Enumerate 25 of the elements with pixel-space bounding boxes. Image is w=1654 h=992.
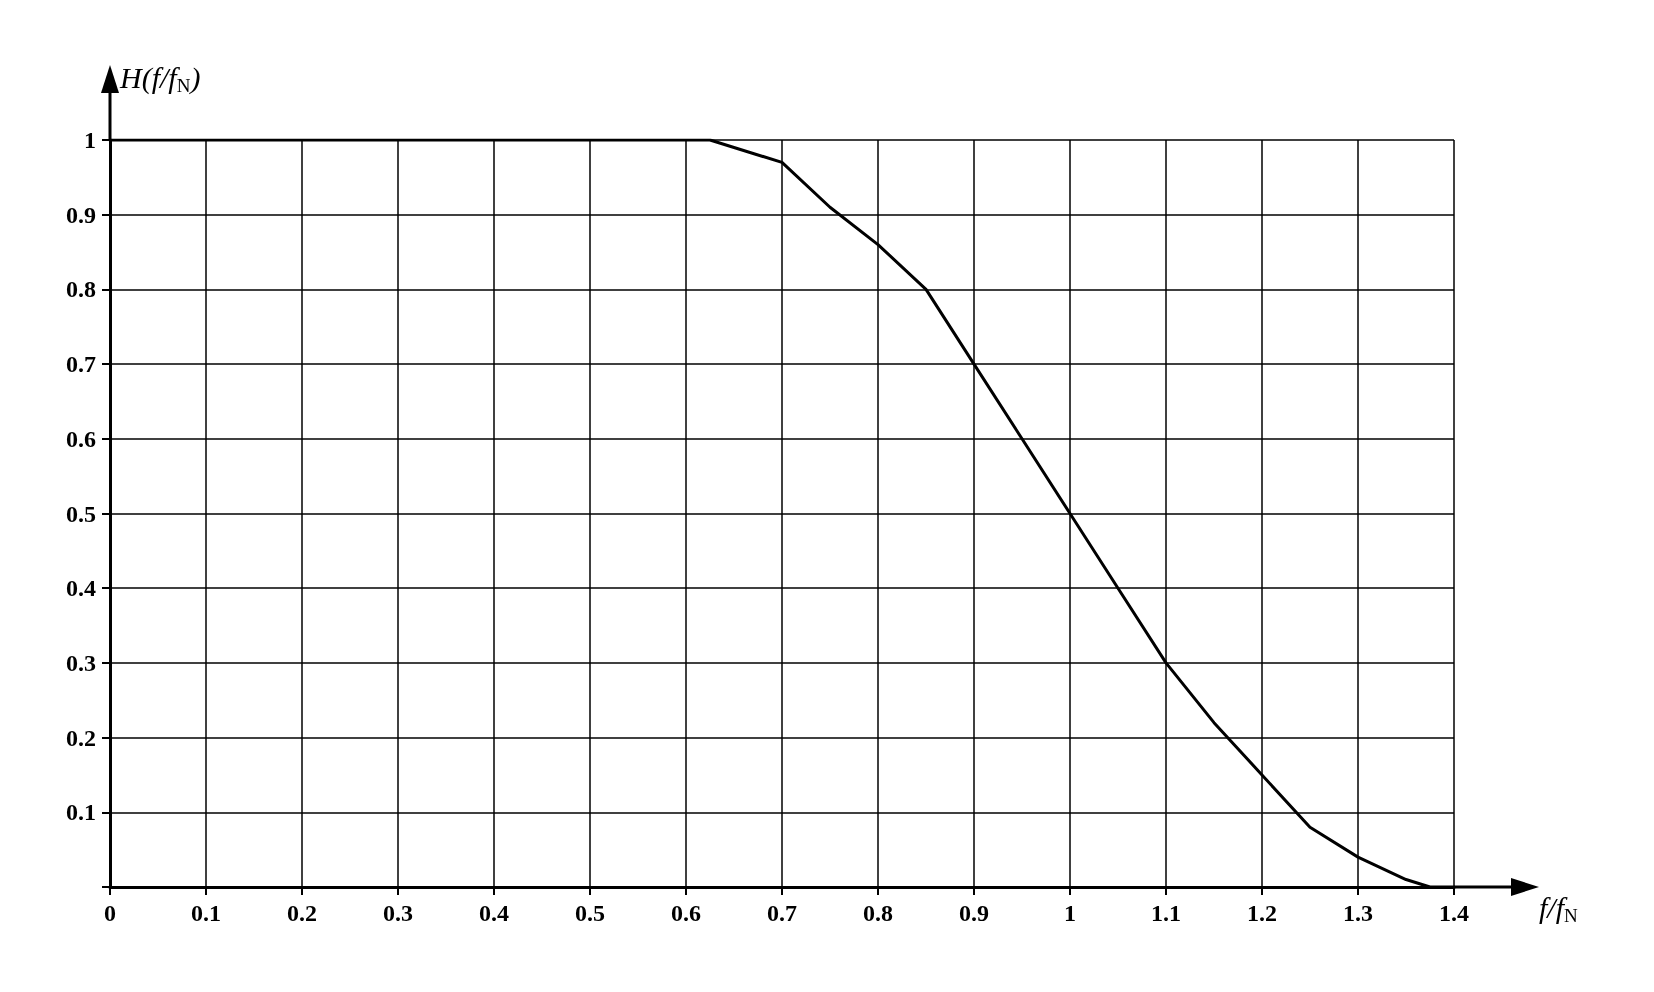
x-tick-label: 0.4 bbox=[479, 900, 509, 926]
y-tick-label: 0.3 bbox=[66, 649, 96, 676]
x-tick-label: 1.2 bbox=[1247, 900, 1277, 926]
x-tick-label: 1.3 bbox=[1343, 900, 1373, 926]
x-tick-label: 0.6 bbox=[671, 900, 701, 926]
y-tick-label: 0.2 bbox=[66, 724, 96, 751]
x-tick-label: 0.8 bbox=[863, 900, 893, 926]
x-tick-label: 0.3 bbox=[383, 900, 413, 926]
y-tick-label: 0.7 bbox=[66, 351, 96, 378]
y-tick-label: 0.8 bbox=[66, 276, 96, 303]
x-tick-label: 1.1 bbox=[1151, 900, 1181, 926]
y-tick-label: 0.5 bbox=[66, 500, 96, 527]
x-tick-label: 1.4 bbox=[1439, 900, 1469, 926]
x-tick-label: 0.2 bbox=[287, 900, 317, 926]
y-tick-label: 1 bbox=[84, 127, 96, 153]
y-tick-label: 0.9 bbox=[66, 201, 96, 228]
y-tick-label: 0.6 bbox=[66, 425, 96, 452]
x-tick-label: 0.9 bbox=[959, 900, 989, 926]
y-tick-label: 0.1 bbox=[66, 799, 96, 826]
x-tick-label: 0.7 bbox=[767, 900, 797, 926]
x-tick-label: 1 bbox=[1064, 900, 1076, 926]
x-tick-label: 0.5 bbox=[575, 900, 605, 926]
y-tick-label: 0.4 bbox=[66, 575, 96, 602]
x-tick-label: 0.1 bbox=[191, 900, 221, 926]
x-tick-label: 0 bbox=[104, 900, 116, 926]
